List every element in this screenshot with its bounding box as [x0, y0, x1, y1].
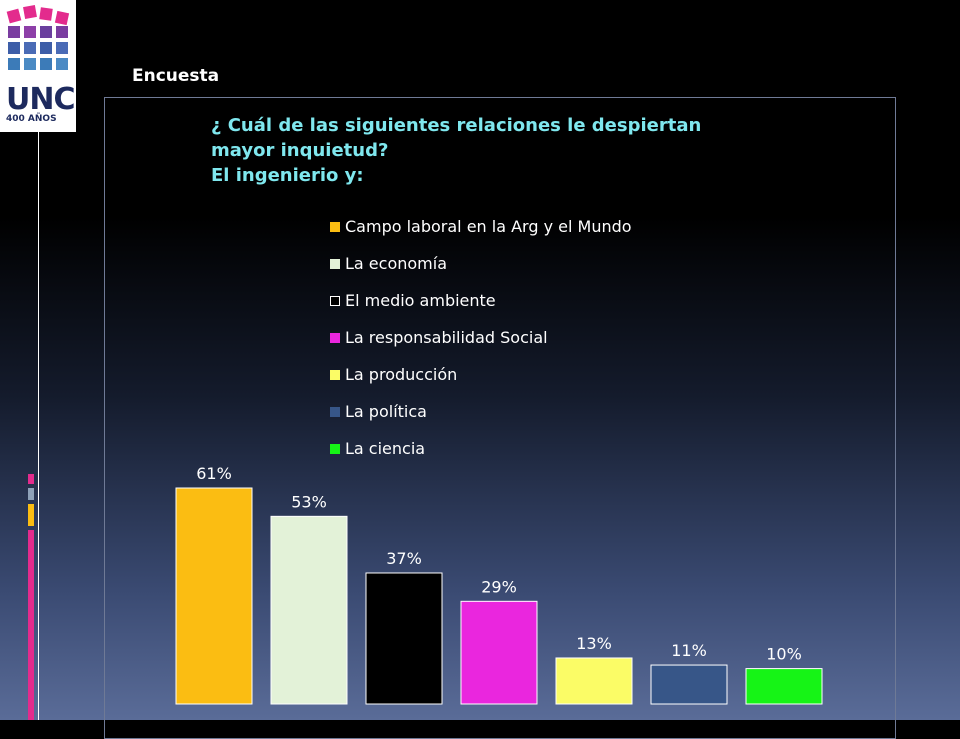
bar-value-label: 10%: [766, 645, 802, 664]
bar-value-label: 13%: [576, 634, 612, 653]
bar: [366, 573, 442, 704]
bar: [556, 658, 632, 704]
bar: [271, 516, 347, 704]
bar-value-label: 29%: [481, 577, 517, 596]
bar-value-label: 53%: [291, 492, 327, 511]
bar-value-label: 11%: [671, 641, 707, 660]
bar: [461, 601, 537, 704]
bar: [651, 665, 727, 704]
bar-chart: 61% 53% 37% 29% 13% 11% 10%: [0, 0, 960, 720]
bar-value-label: 61%: [196, 464, 232, 483]
bar: [176, 488, 252, 704]
bar-value-label: 37%: [386, 549, 422, 568]
bar: [746, 669, 822, 704]
